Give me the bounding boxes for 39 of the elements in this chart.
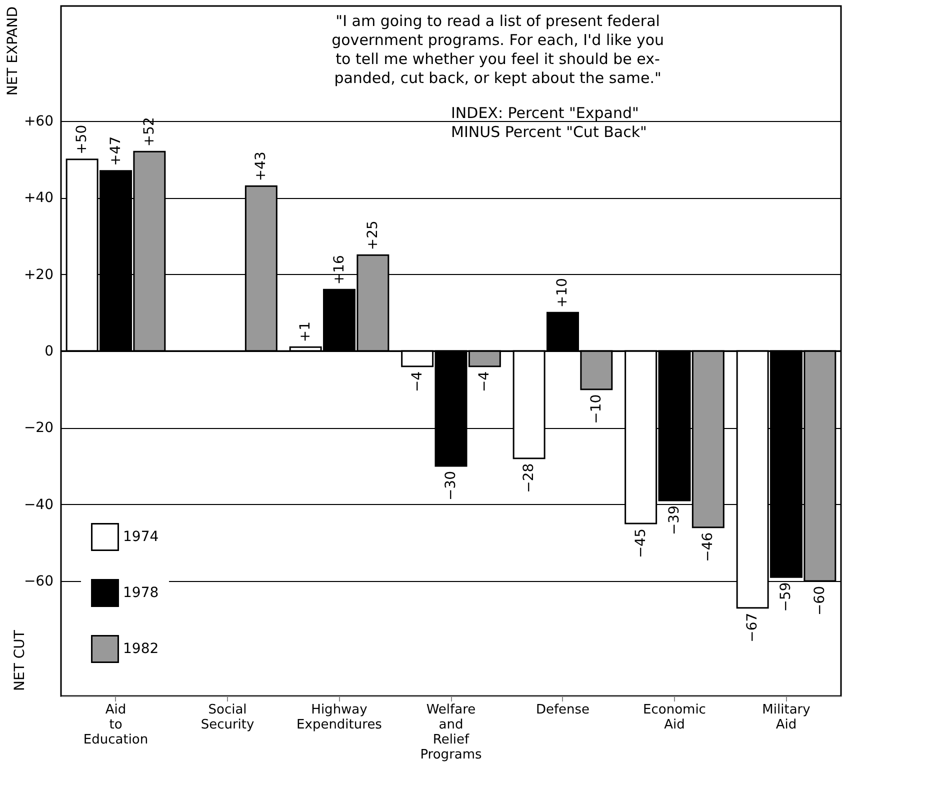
data-label: −45 [632,528,649,558]
annotation: "I am going to read a list of present federal government programs. For each, I'd like you to tell me whether you feel it should be ex- panded, cut back, or kept about the same." [332,12,664,87]
y-tick-label: 0 [44,344,54,360]
data-label: −67 [744,612,761,642]
data-label: +43 [253,152,270,182]
data-label: −30 [443,471,459,501]
x-tick-label: Social Security [200,702,254,732]
data-label: −10 [588,394,604,424]
y-tick-label: −60 [24,574,54,590]
legend-label: 1978 [123,585,159,601]
data-label: −4 [409,371,426,392]
data-label: +47 [108,136,124,166]
x-tick-label: Military Aid [762,702,811,732]
x-tick-label: Defense [536,702,590,718]
legend-label: 1982 [123,641,159,657]
y-tick-label: +40 [24,190,54,206]
data-label: −28 [521,463,538,493]
x-tick-label: Highway Expenditures [296,702,382,732]
annotation: INDEX: Percent "Expand" MINUS Percent "Cut Back" [451,104,647,141]
data-label: +10 [554,278,571,308]
y-axis-title: NET EXPAND [4,6,21,96]
x-tick-label: Aid to Education [83,702,148,748]
y-tick-label: +20 [24,266,54,283]
data-label: +16 [331,255,348,285]
data-label: −59 [778,582,794,612]
x-tick-label: Economic Aid [643,702,706,732]
data-label: +50 [74,124,90,154]
y-tick-label: −20 [24,420,54,436]
x-tick-label: Welfare and Relief Programs [420,702,482,762]
text: NET CUT [12,630,28,691]
legend-label: 1974 [123,529,159,545]
y-tick-label: +60 [24,114,54,130]
data-label: +25 [364,220,381,250]
data-label: −39 [666,506,682,536]
y-tick-label: −40 [24,496,54,513]
data-label: −46 [700,532,716,562]
data-label: +1 [298,322,314,342]
data-label: −4 [476,371,493,392]
data-label: −60 [812,586,828,616]
